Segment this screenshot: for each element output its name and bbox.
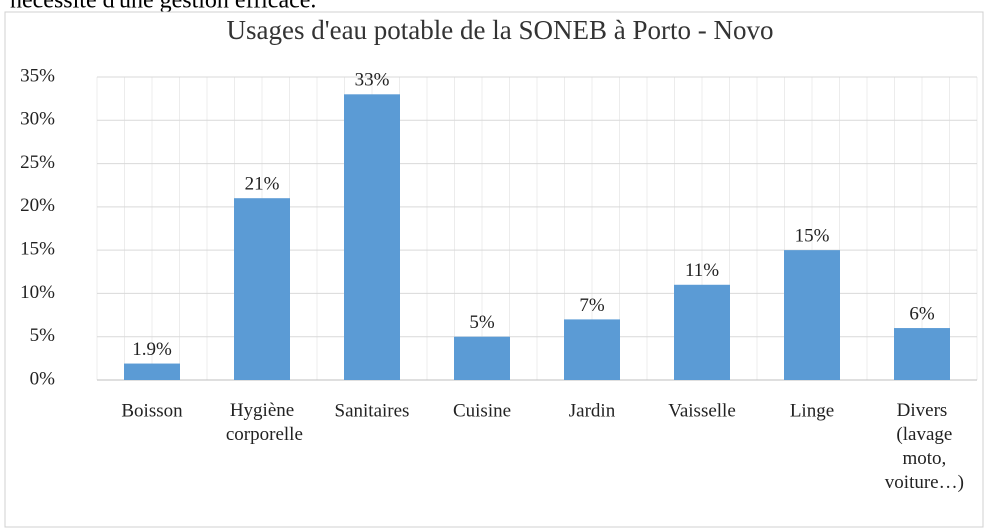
x-tick-label: Vaisselle	[668, 400, 736, 421]
bar	[784, 250, 840, 380]
data-label: 1.9%	[132, 339, 172, 360]
x-tick-label: Boisson	[121, 400, 183, 421]
bar	[674, 284, 730, 380]
x-tick-label: Jardin	[569, 400, 616, 421]
y-tick-label: 5%	[30, 325, 56, 346]
chart-frame	[4, 11, 984, 528]
chart-title: Usages d'eau potable de la SONEB à Porto…	[226, 15, 773, 45]
bar	[344, 94, 400, 381]
page-text: nécessite d'une gestion efficace.	[10, 0, 316, 14]
y-tick-label: 25%	[20, 152, 55, 173]
data-label: 33%	[355, 70, 390, 91]
data-label: 5%	[469, 312, 495, 333]
data-label: 15%	[795, 226, 830, 247]
data-label: 11%	[685, 260, 719, 281]
x-tick-label: Divers (lavage moto, voiture…)	[880, 400, 964, 493]
y-tick-label: 20%	[20, 195, 55, 216]
y-tick-label: 15%	[20, 239, 55, 260]
data-label: 6%	[909, 303, 935, 324]
x-tick-label: Sanitaires	[335, 400, 410, 421]
y-tick-label: 35%	[20, 65, 55, 86]
x-tick-label: Linge	[790, 400, 834, 421]
data-label: 7%	[579, 295, 605, 316]
y-tick-label: 0%	[30, 368, 56, 389]
y-tick-label: 30%	[20, 109, 55, 130]
x-tick-label: Hygiène corporelle	[221, 400, 303, 445]
bar	[454, 336, 510, 380]
y-tick-label: 10%	[20, 282, 55, 303]
bar	[894, 328, 950, 380]
bar	[564, 319, 620, 380]
bar	[234, 198, 290, 380]
bar	[124, 363, 180, 380]
data-label: 21%	[245, 174, 280, 195]
x-tick-label: Cuisine	[453, 400, 511, 421]
